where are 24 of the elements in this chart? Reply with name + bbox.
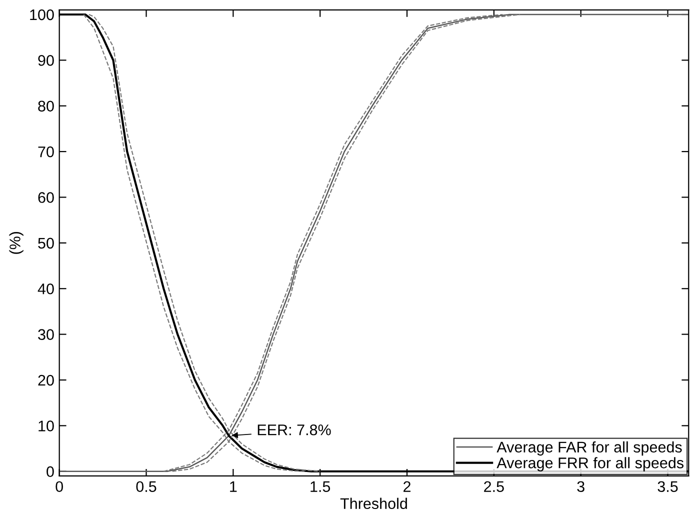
- x-tick-label: 2: [404, 481, 410, 492]
- y-tick-label: 40: [38, 283, 54, 294]
- y-tick-label: 70: [38, 146, 54, 158]
- legend-label: Average FAR for all speeds: [496, 441, 682, 456]
- x-tick-label: 1: [230, 481, 237, 492]
- y-tick-label: 20: [38, 374, 54, 386]
- y-tick-label: 80: [38, 100, 54, 112]
- x-tick-label: 2.5: [484, 481, 504, 492]
- x-tick-label: 1.5: [310, 481, 330, 492]
- y-axis-title: (%): [9, 232, 24, 254]
- y-tick-label: 100: [30, 9, 54, 20]
- y-tick-label: 0: [46, 466, 54, 478]
- y-tick-label: 10: [38, 420, 54, 432]
- y-tick-label: 50: [38, 238, 54, 249]
- x-tick-label: 3: [577, 481, 584, 492]
- x-axis-title: Threshold: [340, 498, 407, 510]
- x-tick-label: 0: [56, 481, 63, 492]
- annotation: EER: 7.8%: [258, 424, 331, 436]
- y-tick-label: 30: [38, 329, 54, 340]
- x-tick-label: 3.5: [658, 481, 678, 492]
- x-tick-label: 0.5: [136, 481, 156, 492]
- legend-label: Average FRR for all speeds: [496, 457, 684, 472]
- y-tick-label: 60: [38, 192, 54, 203]
- y-tick-label: 90: [38, 55, 54, 66]
